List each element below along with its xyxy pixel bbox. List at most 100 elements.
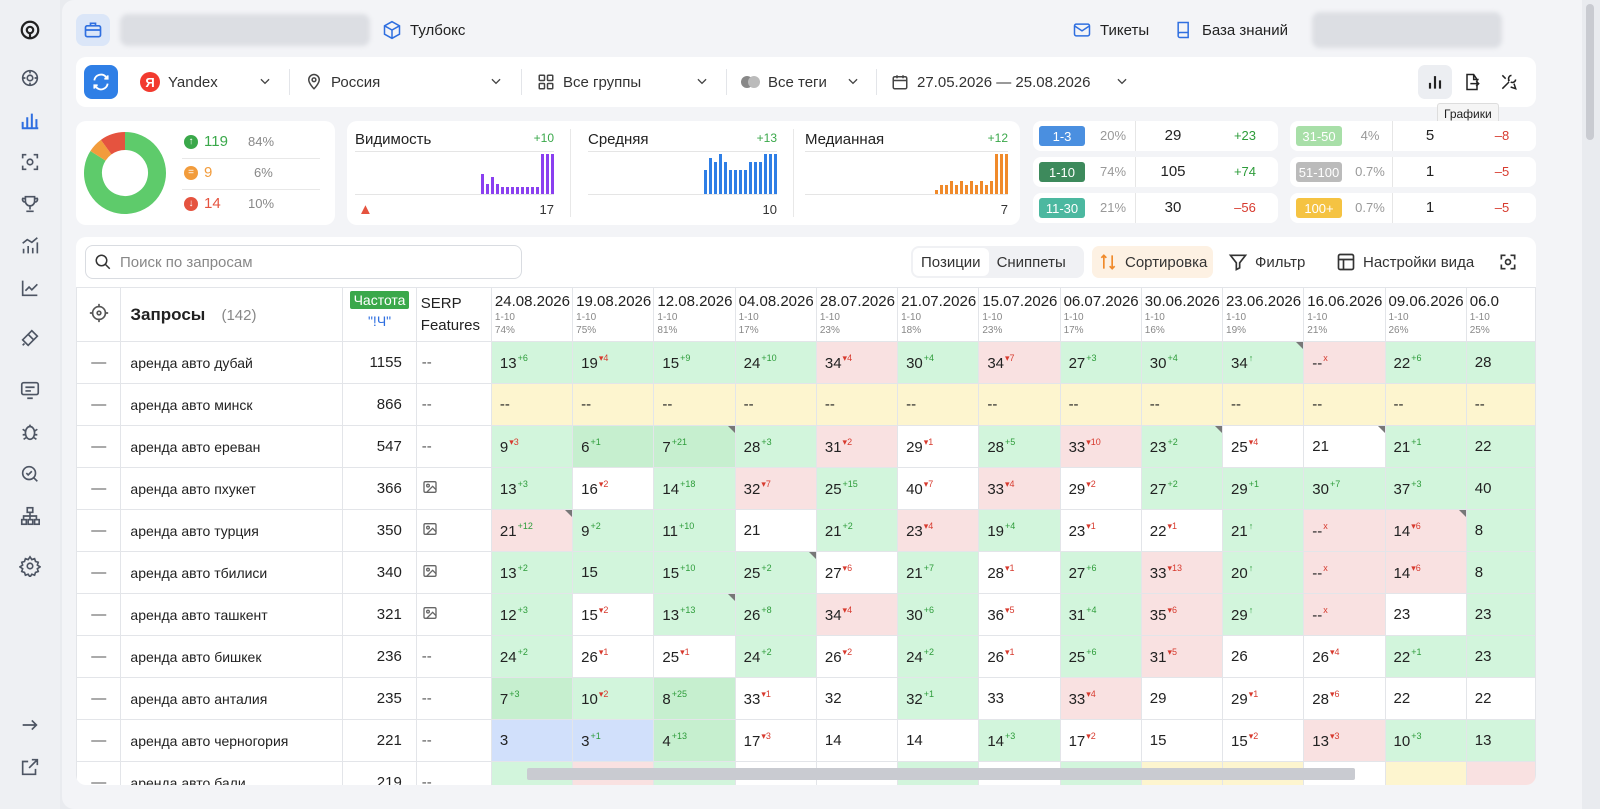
table-row[interactable]: — аренда авто ташкент 321 12+3 15▾2 13+13 2… (76, 593, 1536, 636)
date-column-header[interactable]: 30.06.2026 1-10 16% (1140, 287, 1224, 342)
position-cell[interactable]: 25▾1 (653, 635, 736, 678)
position-cell[interactable]: -- (1140, 383, 1224, 426)
position-cell[interactable]: 26▾1 (978, 635, 1061, 678)
position-cell[interactable]: 27+3 (1059, 341, 1142, 384)
range-11-30[interactable]: 11-30 21% 30 –56 (1033, 193, 1278, 223)
position-cell[interactable]: -- (1384, 383, 1467, 426)
search-input[interactable] (120, 253, 500, 271)
position-cell[interactable]: 31▾2 (815, 425, 899, 468)
position-cell[interactable]: 23 (1384, 593, 1467, 636)
knowledge-base-link[interactable]: База знаний (1174, 20, 1288, 40)
position-cell[interactable]: 26+8 (734, 593, 817, 636)
position-cell[interactable]: 34↑ (1222, 341, 1305, 384)
position-cell[interactable]: 24+10 (734, 341, 817, 384)
logo-icon[interactable] (14, 14, 46, 46)
serp-cell[interactable]: -- (415, 761, 492, 785)
position-cell[interactable]: 9▾3 (490, 425, 574, 468)
position-cell[interactable]: 29 (1140, 677, 1224, 720)
date-column-header[interactable]: 09.06.2026 1-10 26% (1384, 287, 1467, 342)
serp-cell[interactable] (415, 467, 492, 510)
table-row[interactable]: — аренда авто пхукет 366 13+3 16▾2 14+18 32… (76, 467, 1536, 510)
position-cell[interactable]: 21+12 (490, 509, 574, 552)
tab-snippets[interactable]: Сниппеты (996, 253, 1066, 271)
charts-button[interactable] (1418, 65, 1452, 99)
position-cell[interactable]: 3 (490, 719, 574, 762)
position-cell[interactable]: 21+1 (1384, 425, 1467, 468)
position-cell[interactable]: 15▾2 (1222, 719, 1305, 762)
region-select[interactable]: Россия (305, 57, 525, 107)
position-cell[interactable]: 25▾4 (1222, 425, 1305, 468)
serp-cell[interactable]: -- (415, 719, 492, 762)
date-column-header[interactable]: 15.07.2026 1-10 23% (978, 287, 1061, 342)
position-cell[interactable]: 33 (978, 677, 1061, 720)
position-cell[interactable]: 21+7 (897, 551, 980, 594)
position-cell[interactable]: 4+13 (653, 719, 736, 762)
position-cell[interactable]: 14+18 (653, 467, 736, 510)
position-cell[interactable]: 14▾6 (1384, 509, 1467, 552)
position-cell[interactable]: 14 (815, 719, 899, 762)
position-cell[interactable]: 32▾7 (734, 467, 817, 510)
serp-cell[interactable]: -- (415, 677, 492, 720)
position-cell[interactable]: 20↑ (1222, 551, 1305, 594)
table-row[interactable]: — аренда авто ереван 547 -- 9▾3 6+1 7+21 28+… (76, 425, 1536, 468)
query-cell[interactable]: аренда авто ереван (120, 425, 344, 468)
search-box[interactable] (85, 245, 522, 279)
position-cell[interactable]: 6+1 (572, 425, 655, 468)
position-cell[interactable]: 27+2 (1140, 467, 1224, 510)
position-cell[interactable]: 34▾7 (978, 341, 1061, 384)
sort-button[interactable]: Сортировка (1092, 246, 1214, 278)
position-cell[interactable]: 10▾2 (572, 677, 655, 720)
competitors-icon[interactable] (14, 458, 46, 490)
position-cell[interactable]: -- (572, 383, 655, 426)
dashboard-icon[interactable] (14, 62, 46, 94)
position-cell[interactable]: 13+3 (490, 467, 574, 510)
position-cell[interactable]: 29+1 (1222, 467, 1305, 510)
position-cell[interactable]: 28▾1 (978, 551, 1061, 594)
position-cell[interactable]: 33▾4 (978, 467, 1061, 510)
account-area-blurred[interactable] (1312, 12, 1502, 48)
range-100+[interactable]: 100+ 0.7% 1 –5 (1290, 193, 1536, 223)
date-column-header[interactable]: 06.07.2026 1-10 17% (1059, 287, 1142, 342)
screenshot-icon[interactable] (14, 146, 46, 178)
position-cell[interactable]: 9+2 (572, 509, 655, 552)
external-link-icon[interactable] (14, 751, 46, 783)
position-cell[interactable] (1465, 761, 1536, 785)
position-cell[interactable]: 10+3 (1384, 719, 1467, 762)
position-cell[interactable]: 11+10 (653, 509, 736, 552)
position-cell[interactable]: 28+5 (978, 425, 1061, 468)
position-cell[interactable] (1384, 761, 1467, 785)
analytics-icon[interactable] (14, 230, 46, 262)
position-cell[interactable]: 15 (1140, 719, 1224, 762)
row-collapse-button[interactable]: — (76, 593, 122, 636)
position-cell[interactable]: 13 (1465, 719, 1536, 762)
serp-cell[interactable]: -- (415, 383, 492, 426)
position-cell[interactable]: 17▾2 (1059, 719, 1142, 762)
tickets-link[interactable]: Тикеты (1072, 20, 1149, 40)
position-cell[interactable]: 19+4 (978, 509, 1061, 552)
position-cell[interactable]: 8+25 (653, 677, 736, 720)
row-collapse-button[interactable]: — (76, 761, 122, 785)
position-cell[interactable]: 27▾6 (815, 551, 899, 594)
sitemap-icon[interactable] (14, 500, 46, 532)
position-cell[interactable]: 16▾2 (572, 467, 655, 510)
project-briefcase-icon[interactable] (76, 14, 110, 46)
position-cell[interactable]: 25+6 (1059, 635, 1142, 678)
position-cell[interactable]: 29↑ (1222, 593, 1305, 636)
fullscreen-button[interactable] (1492, 246, 1524, 278)
warning-icon[interactable]: ▲ (358, 201, 373, 218)
position-cell[interactable]: 14▾6 (1384, 551, 1467, 594)
position-cell[interactable]: 26▾4 (1303, 635, 1386, 678)
position-cell[interactable]: 33▾10 (1059, 425, 1142, 468)
position-cell[interactable]: 23▾1 (1059, 509, 1142, 552)
position-cell[interactable]: 34▾4 (815, 341, 899, 384)
position-cell[interactable]: 27+6 (1059, 551, 1142, 594)
tools-icon[interactable] (14, 322, 46, 354)
position-cell[interactable]: 30+4 (1140, 341, 1224, 384)
table-row[interactable]: — аренда авто черногория 221 -- 3 3+1 4+13 1… (76, 719, 1536, 762)
serp-cell[interactable] (415, 593, 492, 636)
serp-cell[interactable] (415, 509, 492, 552)
position-cell[interactable]: 12+3 (490, 593, 574, 636)
row-collapse-button[interactable]: — (76, 635, 122, 678)
toolbox-link[interactable]: Тулбокс (382, 20, 465, 40)
row-collapse-button[interactable]: — (76, 719, 122, 762)
